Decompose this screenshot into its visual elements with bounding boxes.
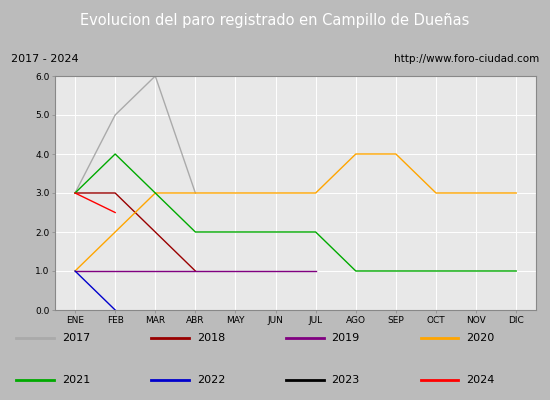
Text: 2018: 2018 [197, 332, 225, 342]
Text: 2024: 2024 [466, 374, 494, 384]
Text: 2021: 2021 [62, 374, 90, 384]
Text: 2020: 2020 [466, 332, 494, 342]
Text: 2017: 2017 [62, 332, 90, 342]
Text: http://www.foro-ciudad.com: http://www.foro-ciudad.com [394, 54, 539, 64]
Text: 2019: 2019 [332, 332, 360, 342]
Text: 2017 - 2024: 2017 - 2024 [11, 54, 79, 64]
Text: 2022: 2022 [197, 374, 225, 384]
Text: 2023: 2023 [332, 374, 360, 384]
Text: Evolucion del paro registrado en Campillo de Dueñas: Evolucion del paro registrado en Campill… [80, 14, 470, 28]
